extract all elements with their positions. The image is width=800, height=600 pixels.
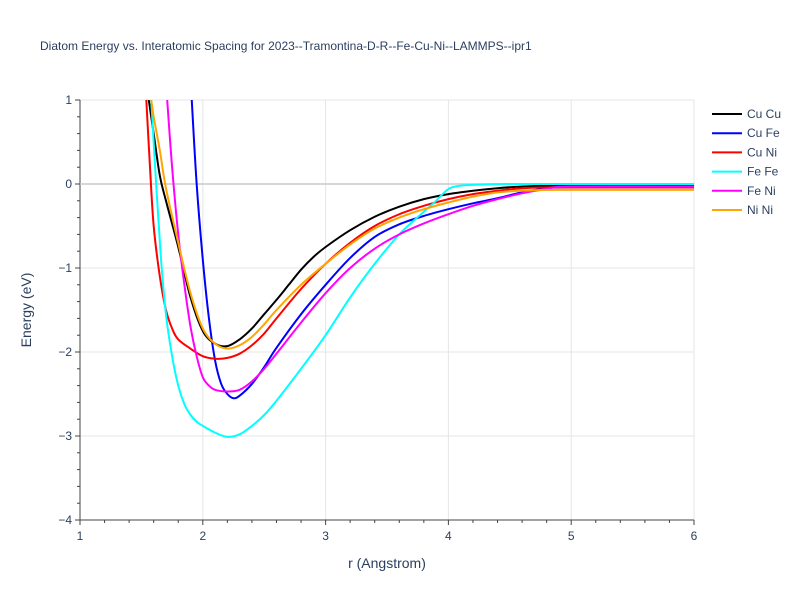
legend-label: Cu Cu	[747, 107, 781, 121]
y-axis-title: Energy (eV)	[18, 273, 34, 348]
grid	[75, 99, 695, 525]
legend-item-cu-cu[interactable]: Cu Cu	[712, 107, 781, 121]
legend-label: Fe Ni	[747, 184, 776, 198]
legend-label: Cu Ni	[747, 145, 777, 159]
x-tick-label: 5	[568, 529, 575, 543]
x-tick-label: 3	[322, 529, 329, 543]
y-tick-label: −3	[58, 429, 72, 443]
series-line-fe-fe	[150, 100, 694, 438]
legend-item-ni-ni[interactable]: Ni Ni	[712, 203, 773, 217]
x-tick-label: 1	[77, 529, 84, 543]
y-tick-label: −4	[58, 513, 72, 527]
x-tick-label: 2	[199, 529, 206, 543]
plot-area	[145, 100, 694, 438]
chart-title: Diatom Energy vs. Interatomic Spacing fo…	[40, 39, 532, 53]
tick-labels: 1 2 3 4 5 6 1 0 −1 −2 −3 −4	[58, 93, 697, 543]
legend-item-fe-fe[interactable]: Fe Fe	[712, 165, 779, 179]
y-tick-label: 1	[65, 93, 72, 107]
x-tick-label: 4	[445, 529, 452, 543]
x-tick-label: 6	[691, 529, 698, 543]
legend-label: Fe Fe	[747, 165, 779, 179]
series-line-cu-ni	[145, 100, 694, 360]
y-tick-label: 0	[65, 177, 72, 191]
legend-label: Ni Ni	[747, 203, 773, 217]
x-axis-title: r (Angstrom)	[348, 555, 426, 571]
y-tick-label: −2	[58, 345, 72, 359]
legend-label: Cu Fe	[747, 126, 780, 140]
legend-item-cu-ni[interactable]: Cu Ni	[712, 145, 777, 159]
legend[interactable]: Cu Cu Cu Fe Cu Ni Fe Fe Fe Ni Ni Ni	[712, 107, 781, 217]
legend-item-fe-ni[interactable]: Fe Ni	[712, 184, 776, 198]
y-tick-label: −1	[58, 261, 72, 275]
series-line-fe-ni	[166, 100, 694, 393]
series-line-ni-ni	[150, 100, 694, 350]
legend-item-cu-fe[interactable]: Cu Fe	[712, 126, 780, 140]
